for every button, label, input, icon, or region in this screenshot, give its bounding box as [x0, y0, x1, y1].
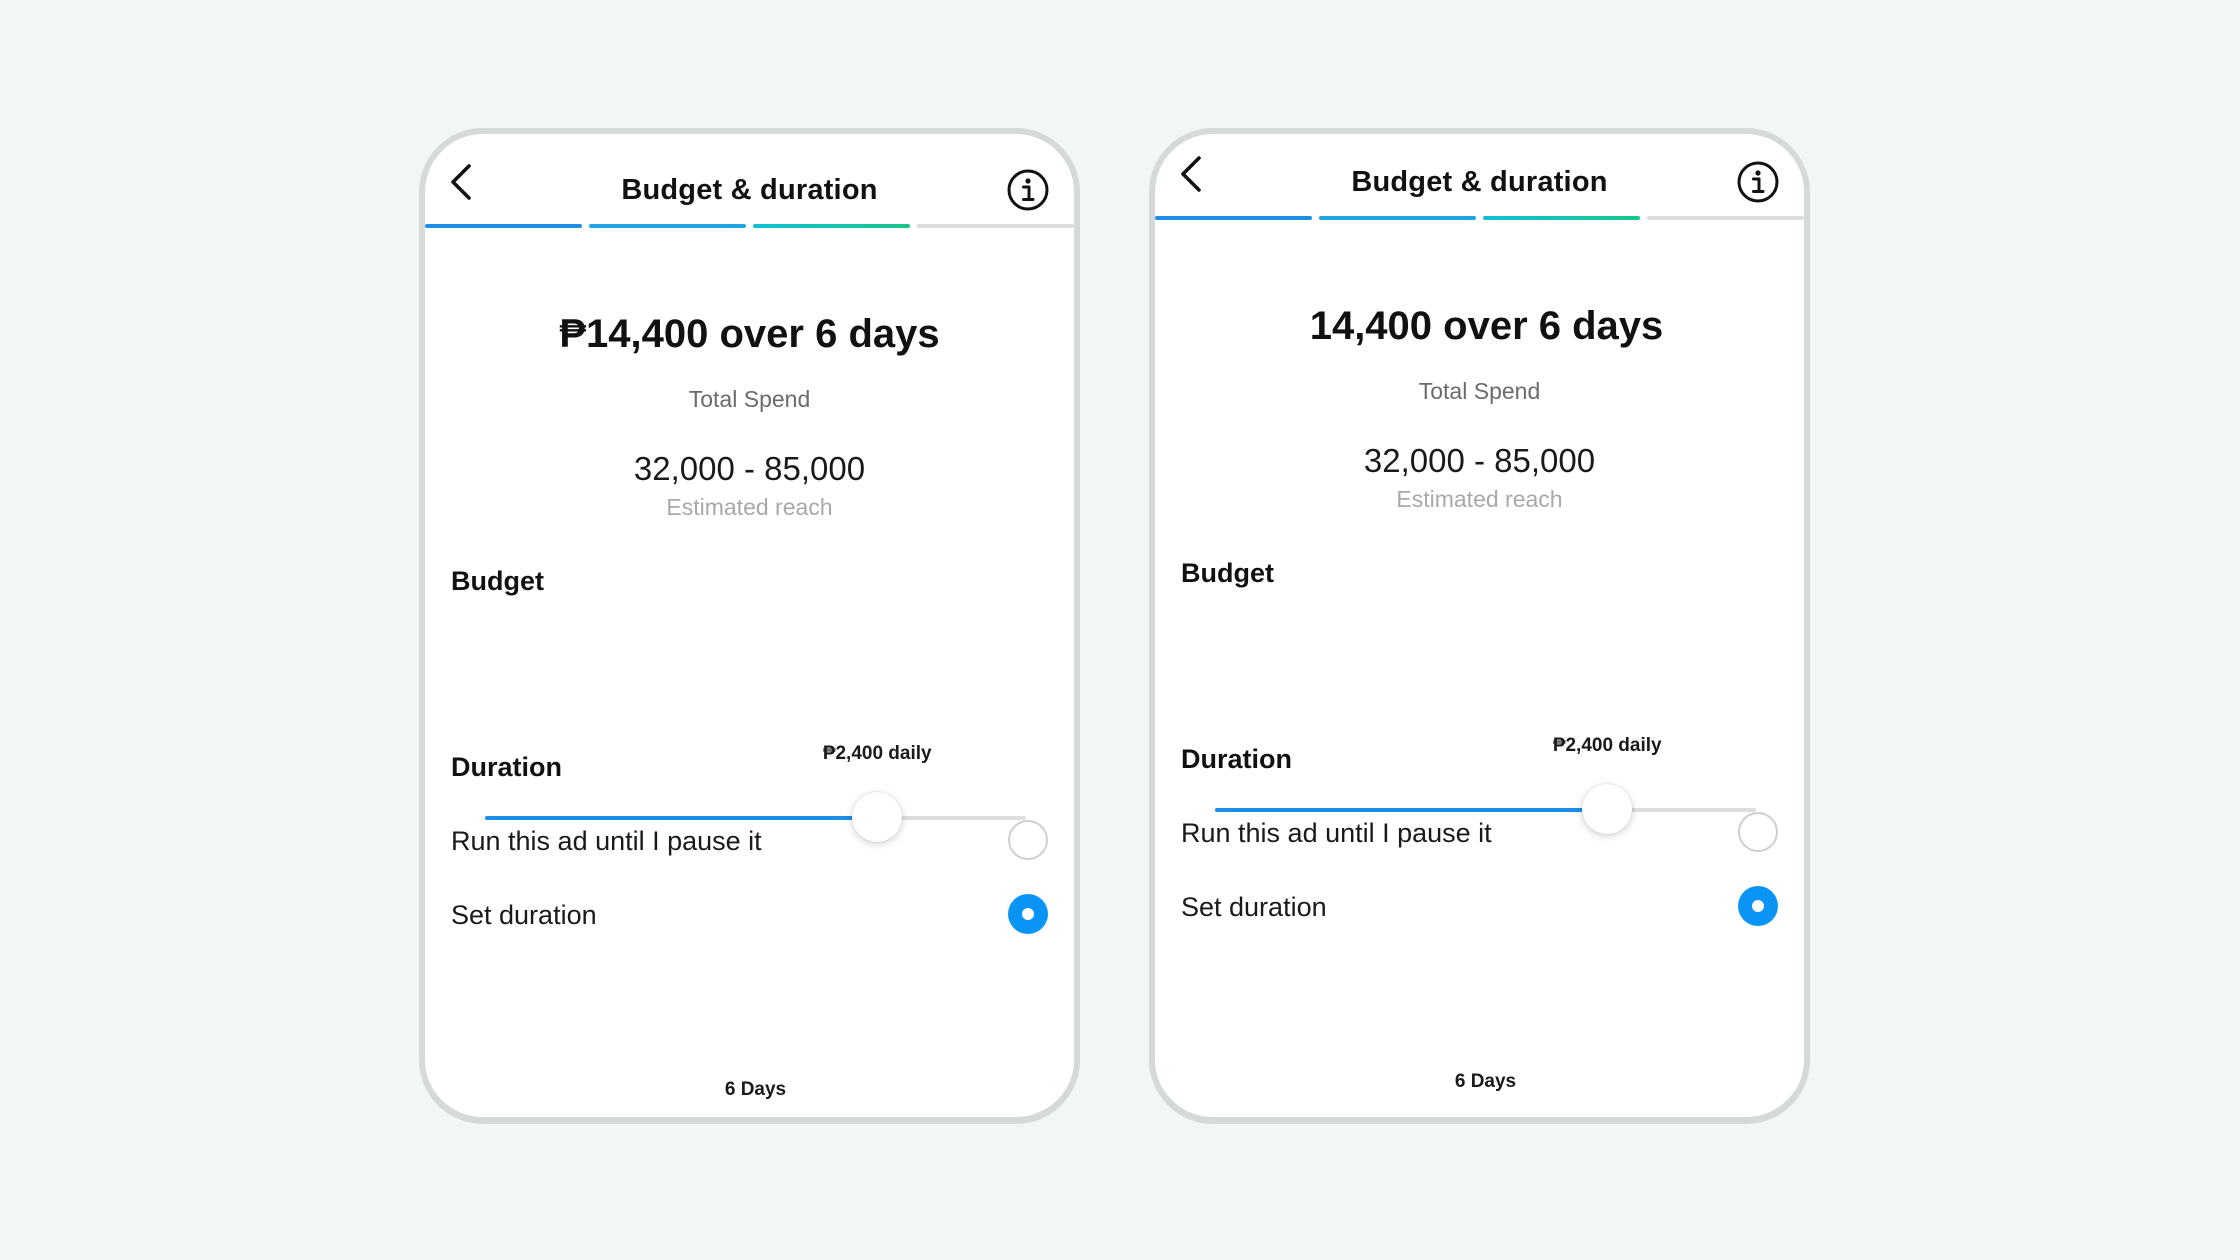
progress-step-1 — [425, 224, 582, 228]
step-progress-bar — [1155, 216, 1804, 221]
option-run-until-paused[interactable]: Run this ad until I pause it — [1181, 808, 1778, 858]
estimated-reach-label: Estimated reach — [1396, 486, 1563, 512]
progress-step-4 — [1647, 216, 1804, 220]
radio-run-until-paused[interactable] — [1008, 820, 1048, 860]
option-set-duration[interactable]: Set duration — [451, 890, 1048, 940]
total-spend-amount: 14,400 over 6 days — [1309, 304, 1664, 348]
option-run-until-paused[interactable]: Run this ad until I pause it — [451, 816, 1048, 866]
option-label: Set duration — [451, 900, 597, 930]
option-label: Run this ad until I pause it — [451, 826, 762, 856]
total-spend-label: Total Spend — [688, 386, 811, 412]
estimated-reach-range: 32,000 - 85,000 — [1363, 442, 1596, 479]
progress-step-4 — [917, 224, 1074, 228]
duration-slider[interactable]: 6 Days — [1215, 1071, 1756, 1124]
step-progress-bar — [425, 224, 1074, 229]
option-label: Set duration — [1181, 892, 1327, 922]
radio-set-duration[interactable] — [1738, 886, 1778, 926]
duration-heading: Duration — [451, 752, 562, 782]
progress-step-2 — [1319, 216, 1476, 220]
budget-value-label: ₱2,400 daily — [822, 743, 932, 764]
budget-slider[interactable]: ₱2,400 daily — [485, 743, 1026, 848]
budget-heading: Budget — [451, 566, 544, 596]
info-icon[interactable] — [1736, 160, 1780, 204]
chevron-left-icon[interactable] — [445, 162, 479, 202]
slider-fill — [1215, 808, 1608, 812]
screen-body: 14,400 over 6 days Total Spend 32,000 - … — [1155, 134, 1804, 1117]
phone-screen-right: Budget & duration 14,400 over 6 days Tot… — [1149, 128, 1810, 1124]
top-bar: Budget & duration — [425, 134, 1074, 230]
phone-screen-left: Budget & duration ₱14,400 over 6 days To… — [419, 128, 1080, 1124]
slider-thumb[interactable] — [852, 792, 903, 842]
duration-heading: Duration — [1181, 744, 1292, 774]
top-bar: Budget & duration — [1155, 134, 1804, 222]
chevron-left-icon[interactable] — [1175, 154, 1209, 194]
budget-heading: Budget — [1181, 558, 1274, 588]
option-set-duration[interactable]: Set duration — [1181, 882, 1778, 932]
radio-set-duration[interactable] — [1008, 894, 1048, 934]
progress-step-3 — [753, 224, 910, 228]
radio-run-until-paused[interactable] — [1738, 812, 1778, 852]
duration-value-label: 6 Days — [724, 1079, 787, 1100]
option-label: Run this ad until I pause it — [1181, 818, 1492, 848]
total-spend-label: Total Spend — [1418, 378, 1541, 404]
page-title: Budget & duration — [1351, 166, 1608, 198]
progress-step-1 — [1155, 216, 1312, 220]
slider-fill — [485, 816, 878, 820]
progress-step-2 — [589, 224, 746, 228]
budget-slider[interactable]: ₱2,400 daily — [1215, 735, 1756, 840]
info-icon[interactable] — [1006, 168, 1050, 212]
duration-value-label: 6 Days — [1454, 1071, 1517, 1092]
slider-thumb[interactable] — [1461, 1120, 1511, 1124]
page-title: Budget & duration — [621, 174, 878, 206]
estimated-reach-label: Estimated reach — [666, 494, 833, 520]
estimated-reach-range: 32,000 - 85,000 — [633, 450, 866, 487]
progress-step-3 — [1483, 216, 1640, 220]
budget-value-label: ₱2,400 daily — [1552, 735, 1662, 756]
slider-thumb[interactable] — [1582, 784, 1633, 834]
total-spend-amount: ₱14,400 over 6 days — [559, 312, 940, 356]
